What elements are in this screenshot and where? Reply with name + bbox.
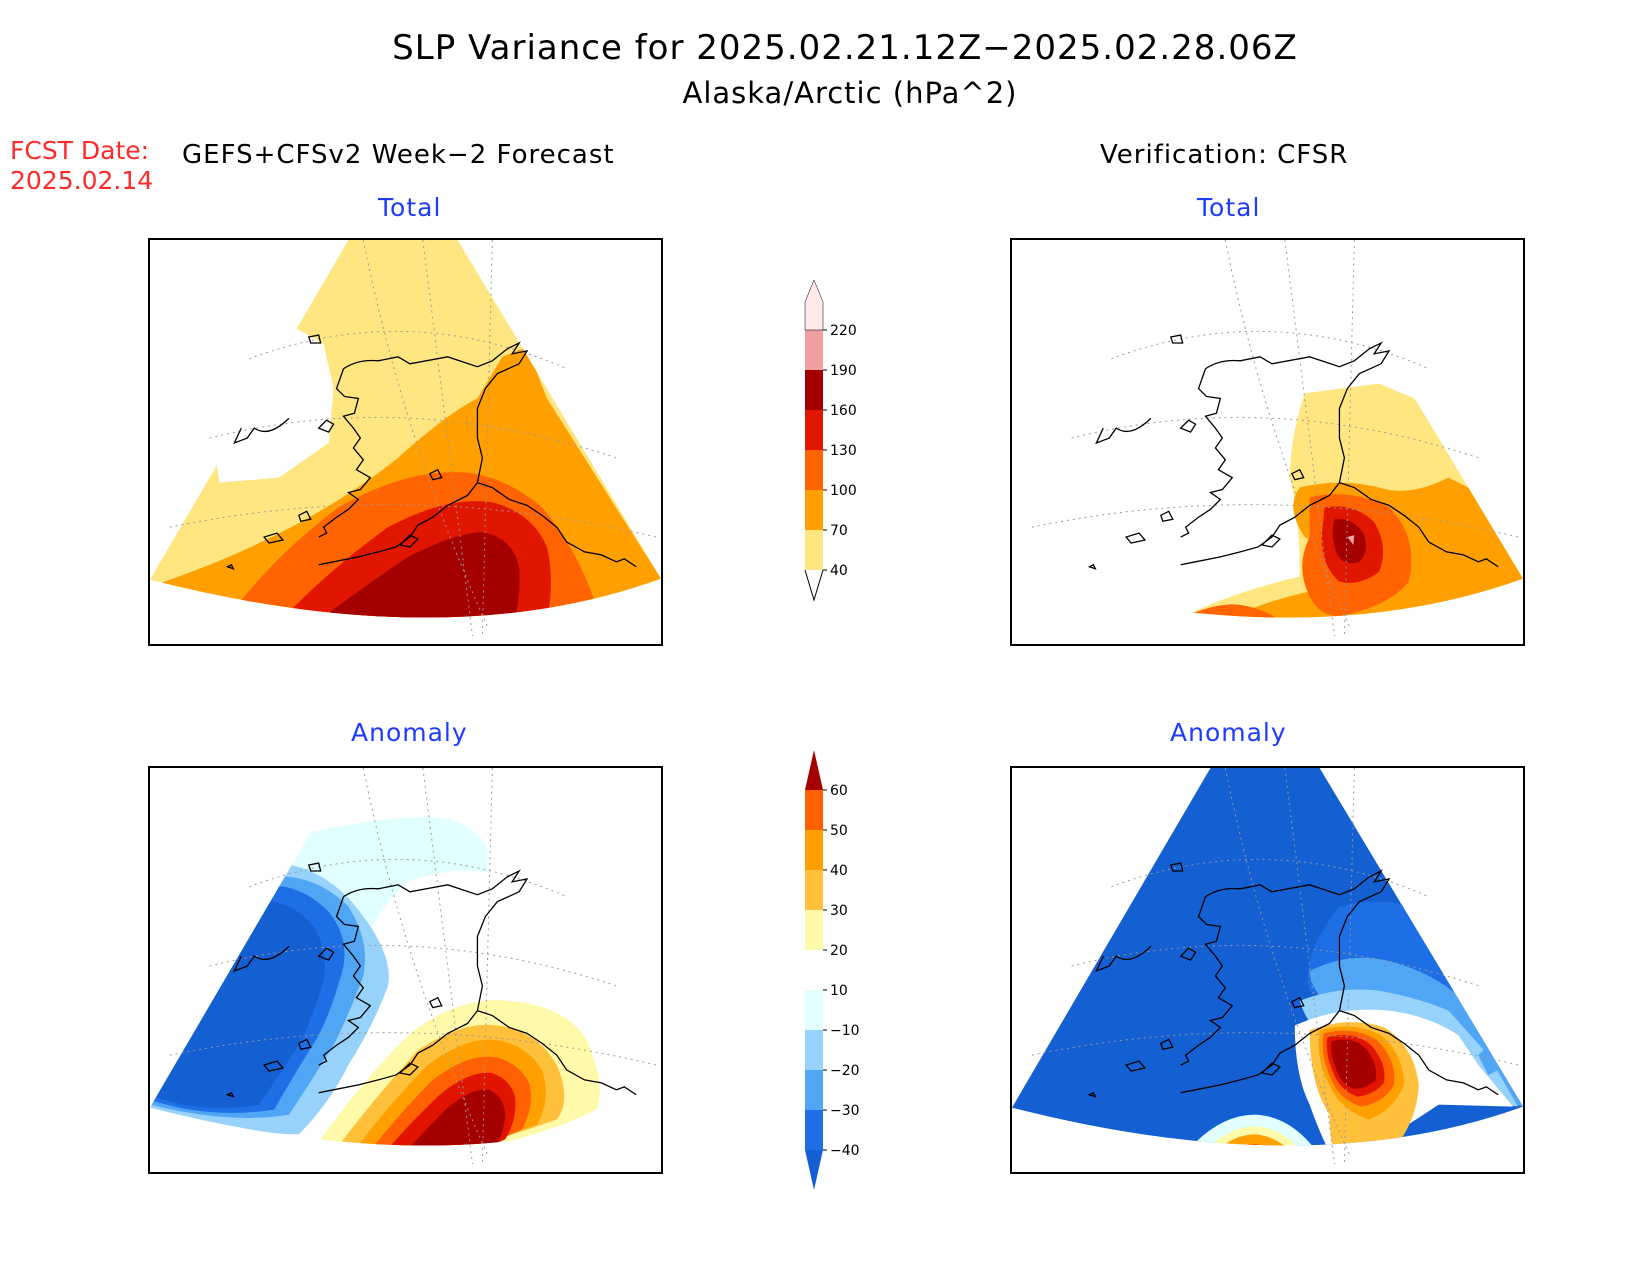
verification-total-map (1010, 238, 1525, 646)
anomaly-colorbar-segment (805, 990, 823, 1030)
anomaly-colorbar-label: −10 (830, 1023, 860, 1039)
forecast-anomaly-title: Anomaly (351, 718, 468, 747)
anomaly-colorbar-label: 60 (830, 783, 848, 799)
anomaly-colorbar-label: 20 (830, 943, 848, 959)
anomaly-colorbar-label: −40 (830, 1143, 860, 1159)
total-colorbar-label: 190 (830, 363, 857, 379)
total-colorbar-segment (805, 450, 823, 490)
anomaly-colorbar-segment (805, 1070, 823, 1110)
verification-anomaly-title: Anomaly (1170, 718, 1287, 747)
anomaly-colorbar-segment (805, 1110, 823, 1150)
total-colorbar-segment (805, 530, 823, 570)
forecast-header: GEFS+CFSv2 Week−2 Forecast (182, 140, 615, 170)
fcst-date-value: 2025.02.14 (10, 166, 154, 195)
anomaly-colorbar-label: −20 (830, 1063, 860, 1079)
anomaly-colorbar-segment (805, 830, 823, 870)
total-colorbar-segment (805, 490, 823, 530)
anomaly-colorbar-segment (805, 790, 823, 830)
anomaly-colorbar-label: 50 (830, 823, 848, 839)
forecast-total-title: Total (378, 193, 442, 222)
total-colorbar: 40 70 100 130 160 190 220 (790, 279, 870, 614)
anomaly-colorbar: −40 −30 −20 −10 10 20 30 40 50 60 (790, 750, 870, 1214)
total-colorbar-label: 70 (830, 523, 848, 539)
total-colorbar-segment (805, 370, 823, 410)
total-colorbar-label: 100 (830, 483, 857, 499)
anomaly-colorbar-label: 10 (830, 983, 848, 999)
main-subtitle: Alaska/Arctic (hPa^2) (682, 76, 1018, 110)
anomaly-colorbar-segment (805, 910, 823, 950)
anomaly-colorbar-label: 30 (830, 903, 848, 919)
total-colorbar-label: 40 (830, 563, 848, 579)
anomaly-colorbar-upper-arrow (805, 750, 823, 790)
anomaly-colorbar-label: −30 (830, 1103, 860, 1119)
total-colorbar-label: 220 (830, 323, 857, 339)
total-colorbar-segment (805, 410, 823, 450)
total-colorbar-segment (804, 279, 824, 331)
main-title: SLP Variance for 2025.02.21.12Z−2025.02.… (392, 28, 1298, 68)
anomaly-colorbar-segment (805, 870, 823, 910)
forecast-total-map (148, 238, 663, 646)
total-colorbar-lower-arrow (804, 569, 824, 602)
fcst-date: FCST Date: 2025.02.14 (10, 136, 153, 196)
total-colorbar-label: 130 (830, 443, 857, 459)
fcst-date-label: FCST Date: (10, 136, 150, 165)
verification-total-title: Total (1197, 193, 1261, 222)
verification-header: Verification: CFSR (1100, 140, 1349, 170)
anomaly-colorbar-label: 40 (830, 863, 848, 879)
total-colorbar-segment (805, 330, 823, 370)
verification-anomaly-map (1010, 766, 1525, 1174)
anomaly-colorbar-lower-arrow (805, 1150, 823, 1190)
anomaly-colorbar-segment (805, 1030, 823, 1070)
anomaly-colorbar-segment (805, 950, 823, 990)
total-colorbar-label: 160 (830, 403, 857, 419)
forecast-anomaly-map (148, 766, 663, 1174)
